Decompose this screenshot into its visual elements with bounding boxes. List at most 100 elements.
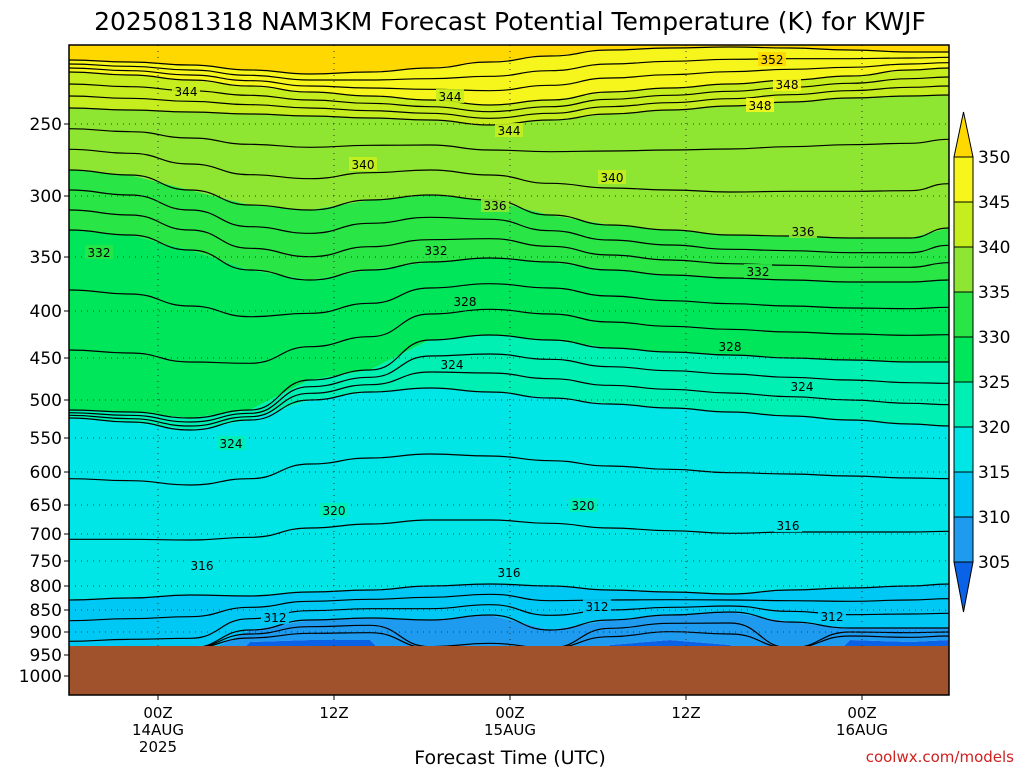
contour-line [69, 308, 949, 364]
y-tick-label: 850 [30, 601, 62, 621]
contour-label: 312 [583, 599, 611, 614]
y-tick-label: 750 [30, 552, 62, 572]
contour-line [69, 353, 949, 423]
contour-label: 332 [744, 264, 772, 279]
color-band [69, 170, 949, 282]
chart-title: 2025081318 NAM3KM Forecast Potential Tem… [94, 7, 926, 36]
x-tick-label: 12Z [319, 704, 348, 722]
contour-label: 344 [495, 123, 523, 138]
y-tick-label: 350 [30, 248, 62, 268]
x-tick-label: 12Z [671, 704, 700, 722]
contour-label: 328 [451, 294, 479, 309]
svg-text:348: 348 [776, 78, 799, 92]
colorbar-segment [953, 426, 974, 473]
svg-text:340: 340 [352, 158, 375, 172]
credit-text: coolwx.com/models [866, 748, 1014, 766]
y-tick-label: 450 [30, 349, 62, 369]
contour-line [69, 67, 949, 106]
contour-line [69, 46, 949, 75]
y-tick-label: 550 [30, 429, 62, 449]
contour-label: 348 [773, 77, 801, 92]
colorbar-label: 320 [978, 418, 1010, 438]
svg-text:328: 328 [719, 340, 742, 354]
contour-line [69, 334, 949, 419]
x-tick-label: 16AUG [836, 721, 888, 739]
contour-line [69, 76, 949, 113]
x-tick-label: 14AUG [132, 721, 184, 739]
svg-text:344: 344 [498, 124, 521, 138]
color-band [69, 95, 949, 238]
svg-text:320: 320 [572, 499, 595, 513]
colorbar-segment [953, 201, 974, 248]
x-tick-label: 00Z [847, 704, 876, 722]
color-band [69, 335, 949, 430]
contour-label: 332 [422, 243, 450, 258]
contour-line [69, 209, 949, 268]
contour-labels: 352 348 344 344 348 344 340 340 336 336 332 332 332 3… [85, 52, 846, 625]
colorbar-segment [953, 336, 974, 383]
contour-line [69, 94, 949, 126]
colorbar-label: 340 [978, 238, 1010, 258]
contour-label: 344 [172, 84, 200, 99]
y-tick-label: 500 [30, 391, 62, 411]
svg-text:324: 324 [441, 358, 464, 372]
y-tick-label: 700 [30, 525, 62, 545]
svg-text:324: 324 [220, 437, 243, 451]
contour-line [69, 56, 949, 81]
contour-label: 348 [746, 98, 774, 113]
colorbar-label: 325 [978, 373, 1010, 393]
svg-text:332: 332 [425, 244, 448, 258]
plot-area: 352 348 344 344 348 344 340 340 336 336 332 332 332 3… [69, 45, 949, 695]
contour-line [69, 371, 949, 427]
colorbar-label: 345 [978, 193, 1010, 213]
contour-line [69, 128, 949, 153]
contour-label: 316 [495, 565, 523, 580]
x-axis-label: Forecast Time (UTC) [414, 747, 605, 768]
colorbar-label: 350 [978, 148, 1010, 168]
svg-text:316: 316 [191, 559, 214, 573]
y-tick-label: 600 [30, 463, 62, 483]
svg-text:312: 312 [586, 600, 609, 614]
contour-label: 324 [438, 357, 466, 372]
colorbar-upper-arrow [953, 111, 974, 158]
contour-label: 328 [716, 339, 744, 354]
contour-line [69, 593, 949, 622]
y-tick-label: 300 [30, 187, 62, 207]
svg-text:340: 340 [601, 171, 624, 185]
colorbar-label: 315 [978, 463, 1010, 483]
contour-label: 336 [481, 198, 509, 213]
svg-text:316: 316 [498, 566, 521, 580]
color-band [69, 388, 949, 600]
contour-label: 312 [261, 610, 289, 625]
colorbar-segment [953, 516, 974, 563]
contour-line [69, 189, 949, 254]
contour-label: 316 [774, 518, 802, 533]
contour-line [69, 583, 949, 601]
plot-frame [68, 44, 950, 696]
svg-text:324: 324 [791, 380, 814, 394]
contour-label: 312 [818, 609, 846, 624]
colorbar-segment [953, 471, 974, 518]
colorbar-lower-arrow [953, 561, 974, 613]
svg-text:344: 344 [439, 90, 462, 104]
svg-text:328: 328 [454, 295, 477, 309]
svg-text:312: 312 [264, 611, 287, 625]
svg-text:336: 336 [484, 199, 507, 213]
svg-text:348: 348 [749, 99, 772, 113]
contour-line [69, 387, 949, 431]
svg-text:332: 332 [747, 265, 770, 279]
color-band [69, 68, 949, 125]
y-tick-label: 1000 [19, 667, 62, 687]
y-tick-label: 650 [30, 496, 62, 516]
contour-line [69, 62, 949, 92]
svg-text:312: 312 [821, 610, 844, 624]
y-axis-ticks: 2503003504004505005506006507007508008509… [19, 115, 69, 687]
contour-label: 324 [788, 379, 816, 394]
contour-line [69, 453, 949, 486]
contour-line [69, 519, 949, 541]
colorbar-label: 330 [978, 328, 1010, 348]
y-tick-label: 250 [30, 115, 62, 135]
x-tick-label: 00Z [495, 704, 524, 722]
color-band [69, 584, 949, 662]
